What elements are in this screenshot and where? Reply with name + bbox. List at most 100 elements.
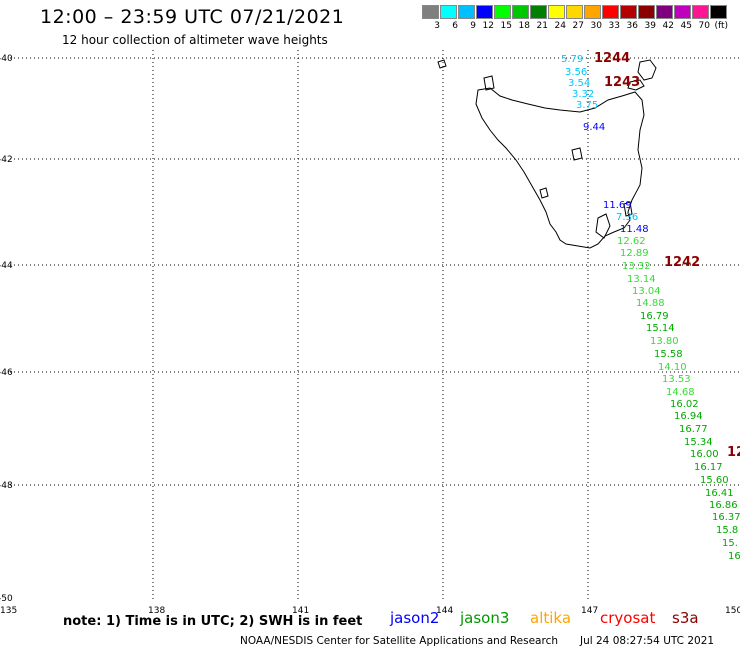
- swh-value: 13.32: [622, 261, 651, 272]
- swh-value: 16.02: [670, 399, 699, 410]
- legend-jason2: jason2: [390, 609, 440, 627]
- swh-value: 14.10: [658, 362, 687, 373]
- chart-title: 12:00 – 23:59 UTC 07/21/2021: [40, 6, 345, 28]
- colorbar-swatch: [494, 5, 511, 19]
- longitude-label: 135: [0, 606, 17, 616]
- colorbar-swatch: [674, 5, 691, 19]
- swh-value: 16.79: [640, 311, 669, 322]
- colorbar-swatch: [458, 5, 475, 19]
- swh-value: 14.88: [636, 298, 665, 309]
- swh-value: 13.80: [650, 336, 679, 347]
- colorbar-label: 18: [518, 21, 530, 31]
- longitude-label: 141: [292, 606, 309, 616]
- colorbar-label: 3: [434, 21, 440, 31]
- swh-value: 15.58: [654, 349, 683, 360]
- latitude-label: -46: [0, 368, 13, 378]
- flinders-island: [637, 59, 657, 81]
- time-label: 12: [727, 445, 740, 460]
- latitude-label: -40: [0, 54, 13, 64]
- latitude-label: -50: [0, 594, 13, 604]
- swh-value: 12.89: [620, 248, 649, 259]
- swh-value: 9.44: [583, 122, 605, 133]
- colorbar-label: 42: [662, 21, 674, 31]
- swh-value: 3.75: [576, 100, 598, 111]
- colorbar-swatch: [584, 5, 601, 19]
- tasmania-main-island: [475, 87, 645, 249]
- swh-value: 13.14: [627, 274, 656, 285]
- swh-value: 11.48: [620, 224, 649, 235]
- time-label: 1242: [664, 255, 700, 270]
- colorbar-swatch: [620, 5, 637, 19]
- colorbar-label: 9: [470, 21, 476, 31]
- colorbar-swatch: [638, 5, 655, 19]
- colorbar-label: 24: [554, 21, 566, 31]
- colorbar-swatch: [566, 5, 583, 19]
- swh-value: 5.79: [561, 54, 583, 65]
- colorbar-labels: 3 6 9 12 15 18 21 24 27 30 33 36 39 42 45 70 (ft): [422, 21, 728, 31]
- colorbar-label: (ft): [714, 21, 728, 31]
- latitude-label: -42: [0, 155, 13, 165]
- bruny-island: [595, 213, 611, 239]
- colorbar-swatch: [710, 5, 727, 19]
- swh-value: 3.54: [568, 78, 590, 89]
- longitude-label: 144: [436, 606, 453, 616]
- colorbar-label: 12: [482, 21, 494, 31]
- swh-value: 14.68: [666, 387, 695, 398]
- cape-barren-island: [627, 79, 645, 91]
- swh-value: 16.77: [679, 424, 708, 435]
- colorbar-label: 45: [680, 21, 692, 31]
- swh-value: 13.04: [632, 286, 661, 297]
- swh-value: 3.56: [565, 67, 587, 78]
- colorbar-swatch: [548, 5, 565, 19]
- chart-subtitle: 12 hour collection of altimeter wave hei…: [62, 33, 328, 47]
- time-label: 1243: [604, 75, 640, 90]
- small-island-3: [539, 187, 549, 199]
- swh-value: 15.14: [646, 323, 675, 334]
- swh-value: 16.37: [712, 512, 740, 523]
- swh-value: 15.: [722, 538, 738, 549]
- colorbar-swatch: [422, 5, 439, 19]
- colorbar-swatch: [602, 5, 619, 19]
- colorbar-label: 39: [644, 21, 656, 31]
- swh-value: 16.41: [705, 488, 734, 499]
- swh-value: 16.00: [690, 449, 719, 460]
- colorbar-swatch: [440, 5, 457, 19]
- legend-altika: altika: [530, 609, 572, 627]
- swh-value: 13.53: [662, 374, 691, 385]
- units-note: note: 1) Time is in UTC; 2) SWH is in fe…: [63, 614, 363, 629]
- colorbar-label: 36: [626, 21, 638, 31]
- colorbar-label: 70: [698, 21, 710, 31]
- colorbar-label: 6: [452, 21, 458, 31]
- colorbar-swatch: [512, 5, 529, 19]
- small-island-2: [437, 59, 447, 69]
- colorbar-swatch: [656, 5, 673, 19]
- swh-value: 16.86: [709, 500, 738, 511]
- legend-cryosat: cryosat: [600, 609, 656, 627]
- colorbar-label: 33: [608, 21, 620, 31]
- latitude-label: -44: [0, 261, 13, 271]
- longitude-label: 138: [148, 606, 165, 616]
- map-grid: [10, 50, 740, 600]
- longitude-label: 150: [725, 606, 740, 616]
- footer-credit: NOAA/NESDIS Center for Satellite Applica…: [240, 635, 558, 647]
- swh-value: 16.17: [694, 462, 723, 473]
- legend-jason3: jason3: [460, 609, 510, 627]
- tasmania-coastline: [437, 59, 657, 249]
- colorbar-swatch: [692, 5, 709, 19]
- swh-value: 3.32: [572, 89, 594, 100]
- colorbar-swatch: [530, 5, 547, 19]
- maria-island: [623, 201, 633, 217]
- colorbar-label: 30: [590, 21, 602, 31]
- colorbar-label: 21: [536, 21, 548, 31]
- swh-value: 15.60: [700, 475, 729, 486]
- king-island: [483, 75, 495, 91]
- time-label: 1244: [594, 51, 630, 66]
- track-labels: 5.793.563.543.323.759.4411.697.3611.4812…: [561, 51, 740, 562]
- legend-s3a: s3a: [672, 609, 699, 627]
- swh-value: 12.62: [617, 236, 646, 247]
- colorbar-swatch: [476, 5, 493, 19]
- swh-value: 15.34: [684, 437, 713, 448]
- colorbar-label: 15: [500, 21, 512, 31]
- swh-value: 11.69: [603, 200, 632, 211]
